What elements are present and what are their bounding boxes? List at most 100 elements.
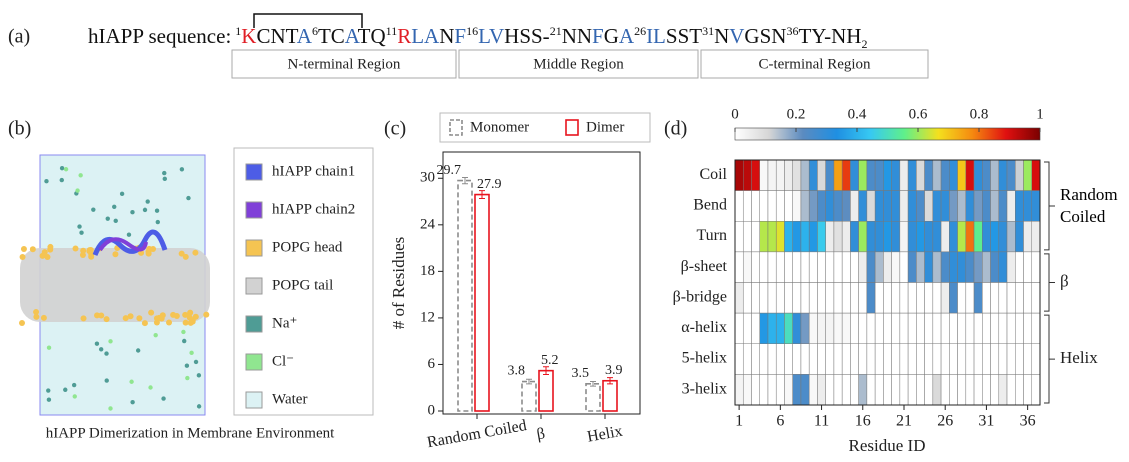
heatmap-cell (1006, 190, 1016, 222)
bar (457, 179, 473, 412)
ion (59, 177, 64, 183)
heatmap-cell (833, 221, 843, 253)
heatmap-cell (866, 251, 876, 283)
heatmap-cell (907, 251, 917, 283)
heatmap-cell (973, 312, 983, 344)
heatmap-cell (883, 374, 892, 406)
legend-label: Water (272, 391, 307, 407)
heatmap-cell (759, 190, 769, 222)
heatmap-cell (833, 159, 843, 191)
ion (196, 373, 202, 378)
heatmap-cell (916, 159, 925, 191)
heatmap-cell (792, 159, 802, 191)
ion (105, 216, 110, 221)
region-label: C-terminal Region (758, 56, 871, 72)
heatmap-cell (957, 282, 967, 314)
legend-box (439, 112, 651, 143)
ion (153, 332, 158, 338)
lipid-head (33, 309, 40, 316)
heatmap-cell (907, 221, 917, 253)
heatmap-cell (850, 312, 859, 344)
heatmap-cell (866, 343, 876, 375)
lipid-head (141, 320, 148, 327)
heatmap-cell (907, 282, 917, 314)
heatmap-cell (891, 282, 901, 314)
heatmap-cell (1023, 190, 1033, 222)
lipid-head (20, 245, 27, 252)
heatmap-cell (973, 374, 983, 406)
heatmap-cell (866, 159, 876, 191)
error-bar (607, 377, 613, 385)
heatmap-cell (932, 190, 942, 222)
heatmap-cell (1023, 343, 1033, 375)
residues: LV (478, 24, 505, 48)
heatmap-cell (742, 190, 752, 222)
heatmap-cell (982, 190, 991, 222)
legend-label: hIAPP chain2 (272, 201, 355, 217)
heatmap-cell (1023, 251, 1033, 283)
residues: N (439, 24, 455, 48)
heatmap-cell (858, 343, 868, 375)
heatmap-cell (998, 312, 1008, 344)
ion (181, 329, 186, 335)
heatmap-cell (858, 312, 868, 344)
y-tick-label: 18 (420, 263, 435, 279)
lipid-head (39, 252, 46, 259)
ion (129, 379, 134, 384)
x-tick-label: β (535, 425, 546, 443)
heatmap-cell (982, 251, 991, 283)
lipid-head (94, 312, 101, 319)
residues: F (592, 24, 604, 48)
heatmap-cell (924, 312, 934, 344)
row-label: α-helix (681, 319, 727, 336)
heatmap-cell (965, 190, 975, 222)
heatmap-cell (924, 190, 934, 222)
heatmap-cell (784, 159, 793, 191)
heatmap-cell (973, 159, 983, 191)
residues: IL (646, 24, 666, 48)
legend-swatch (565, 119, 579, 136)
heatmap-cell (1031, 282, 1041, 314)
heatmap-cell (833, 251, 843, 283)
lipid-head (173, 312, 180, 319)
ion (104, 378, 109, 383)
x-tick-label: 21 (896, 413, 912, 430)
heatmap-cell (751, 343, 760, 375)
lipid-head (79, 252, 86, 259)
legend-label: POPG head (272, 239, 343, 255)
heatmap-cell (759, 159, 769, 191)
heatmap-cell (784, 312, 793, 344)
heatmap-cell (940, 343, 950, 375)
heatmap-cell (817, 343, 826, 375)
ion (155, 219, 160, 225)
legend-swatch (245, 391, 263, 409)
heatmap-cell (784, 374, 793, 406)
heatmap-cell (775, 312, 785, 344)
heatmap-cell (965, 343, 975, 375)
bar (521, 380, 537, 412)
residue-number: 6 (311, 24, 318, 38)
heatmap-cell (965, 312, 975, 344)
lipid-head (192, 313, 199, 320)
heatmap-cell (866, 282, 876, 314)
heatmap-cell (899, 343, 909, 375)
heatmap-cell (800, 343, 810, 375)
heatmap-cell (734, 343, 744, 375)
heatmap-cell (751, 221, 760, 253)
heatmap-cell (751, 282, 760, 314)
legend-swatch (245, 201, 263, 219)
heatmap-cell (874, 343, 884, 375)
error-bar (462, 176, 468, 185)
error-bar (543, 366, 549, 376)
heatmap-cell (759, 251, 769, 283)
heatmap-cell (1031, 159, 1041, 191)
heatmap-cell (800, 159, 810, 191)
legend-swatch (449, 119, 463, 136)
lipid-head (29, 246, 36, 253)
heatmap-cell (784, 251, 793, 283)
heatmap-cell (883, 343, 892, 375)
residues: LA (411, 24, 440, 48)
membrane (20, 248, 210, 322)
heatmap-cell (924, 159, 934, 191)
